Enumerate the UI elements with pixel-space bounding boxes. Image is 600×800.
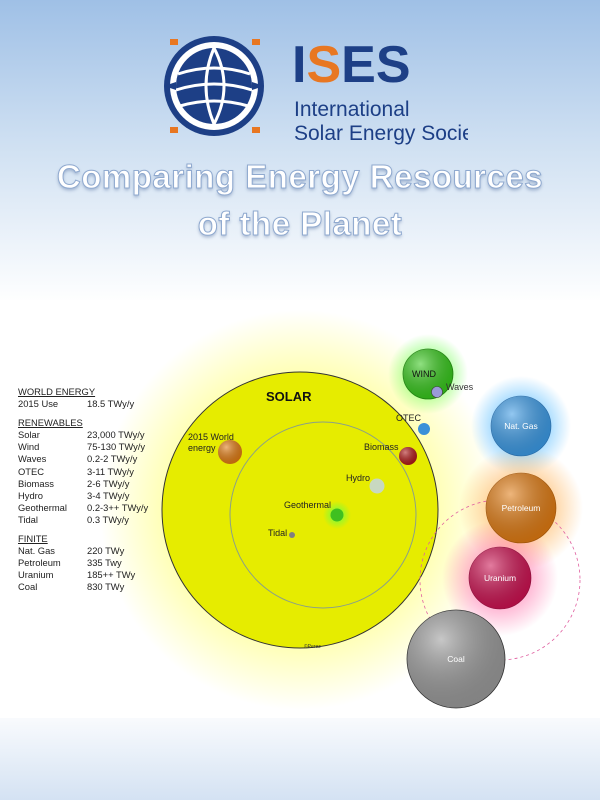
hydro-label: Hydro [346,473,370,483]
legend-name: Uranium [18,569,54,581]
legend-value: 0.2-3++ TWy/y [87,501,149,513]
legend-renewables-heading: RENEWABLES [18,417,83,429]
legend-value: 185++ TWy [87,569,136,581]
legend-finite-heading: FINITE [18,533,48,545]
wind-label: WIND [412,369,436,379]
legend-row: 2015 Use 18.5 TWy/y [18,398,148,410]
legend-name: OTEC [18,465,45,477]
legend-row: Wind 75-130 TWy/y [18,441,148,453]
legend-row: Hydro 3-4 TWy/y [18,490,148,502]
legend-row: Uranium 185++ TWy [18,569,148,581]
ises-logo: ISES International Solar Energy Society [164,36,468,145]
legend-value: 220 TWy [87,545,125,557]
otec-label: OTEC [396,413,422,423]
legend-row: Solar 23,000 TWy/y [18,429,148,441]
legend-value: 335 Twy [87,557,122,569]
legend-world-heading: WORLD ENERGY [18,386,96,397]
legend-value: 18.5 TWy/y [87,398,135,410]
page-title-line2: of the Planet [197,205,403,243]
waves-bubble [431,386,443,398]
logo-line1: International [294,98,410,121]
logo-line2: Solar Energy Society [294,122,468,145]
legend-row: OTEC 3-11 TWy/y [18,466,148,478]
legend-name: Wind [18,441,40,453]
legend-row: Waves 0.2-2 TWy/y [18,453,148,465]
petroleum-label: Petroleum [502,503,541,513]
tidal-label: Tidal [268,528,287,538]
legend-name: Biomass [18,477,54,489]
legend-name: Petroleum [18,557,61,569]
legend-value: 0.3 TWy/y [87,513,129,525]
legend-row: Nat. Gas 220 TWy [18,545,148,557]
solar-inner-ring [229,421,417,609]
legend-row: Petroleum 335 Twy [18,557,148,569]
legend-value: 3-4 TWy/y [87,489,130,501]
waves-label: Waves [446,382,474,392]
solar-label: SOLAR [266,389,312,404]
legend-name: Hydro [18,489,44,501]
legend-name: Tidal [18,513,38,525]
legend: WORLD ENERGY 2015 Use 18.5 TWy/y RENEWABL… [18,386,148,594]
geothermal-label: Geothermal [284,500,331,510]
world-energy-label2: energy [188,443,216,453]
biomass-label: Biomass [364,442,399,452]
legend-value: 0.2-2 TWy/y [87,453,138,465]
legend-value: 3-11 TWy/y [87,465,134,477]
legend-name: Waves [18,453,47,465]
legend-row: Biomass 2-6 TWy/y [18,478,148,490]
legend-row: Coal 830 TWy [18,581,148,593]
legend-name: Solar [18,429,40,441]
legend-value: 23,000 TWy/y [87,429,145,441]
legend-value: 830 TWy [87,581,125,593]
tidal-bubble [289,532,295,538]
legend-value: 75-130 TWy/y [87,441,146,453]
legend-name: Nat. Gas [18,545,55,557]
world-energy-label: 2015 World [188,432,234,442]
uranium-label: Uranium [484,573,516,583]
copyright-label: ©Perez [304,643,321,650]
finite-orbit [419,499,581,661]
legend-name: Geothermal [18,501,67,513]
legend-row: Tidal 0.3 TWy/y [18,514,148,526]
geothermal-bubble [330,508,344,522]
otec-bubble [418,423,430,435]
legend-value: 2-6 TWy/y [87,477,130,489]
nat-gas-label: Nat. Gas [504,421,538,431]
legend-name: 2015 Use [18,398,59,410]
page-title-line1: Comparing Energy Resources [56,158,544,196]
globe-icon [164,36,264,136]
legend-name: Coal [18,581,38,593]
coal-label: Coal [447,654,465,664]
hydro-bubble [369,478,385,494]
legend-row: Geothermal 0.2-3++ TWy/y [18,502,148,514]
logo-acronym: ISES [292,36,411,94]
energy-diagram: SOLAR ©Perez 2015 World energy WIND Wave… [100,310,583,710]
